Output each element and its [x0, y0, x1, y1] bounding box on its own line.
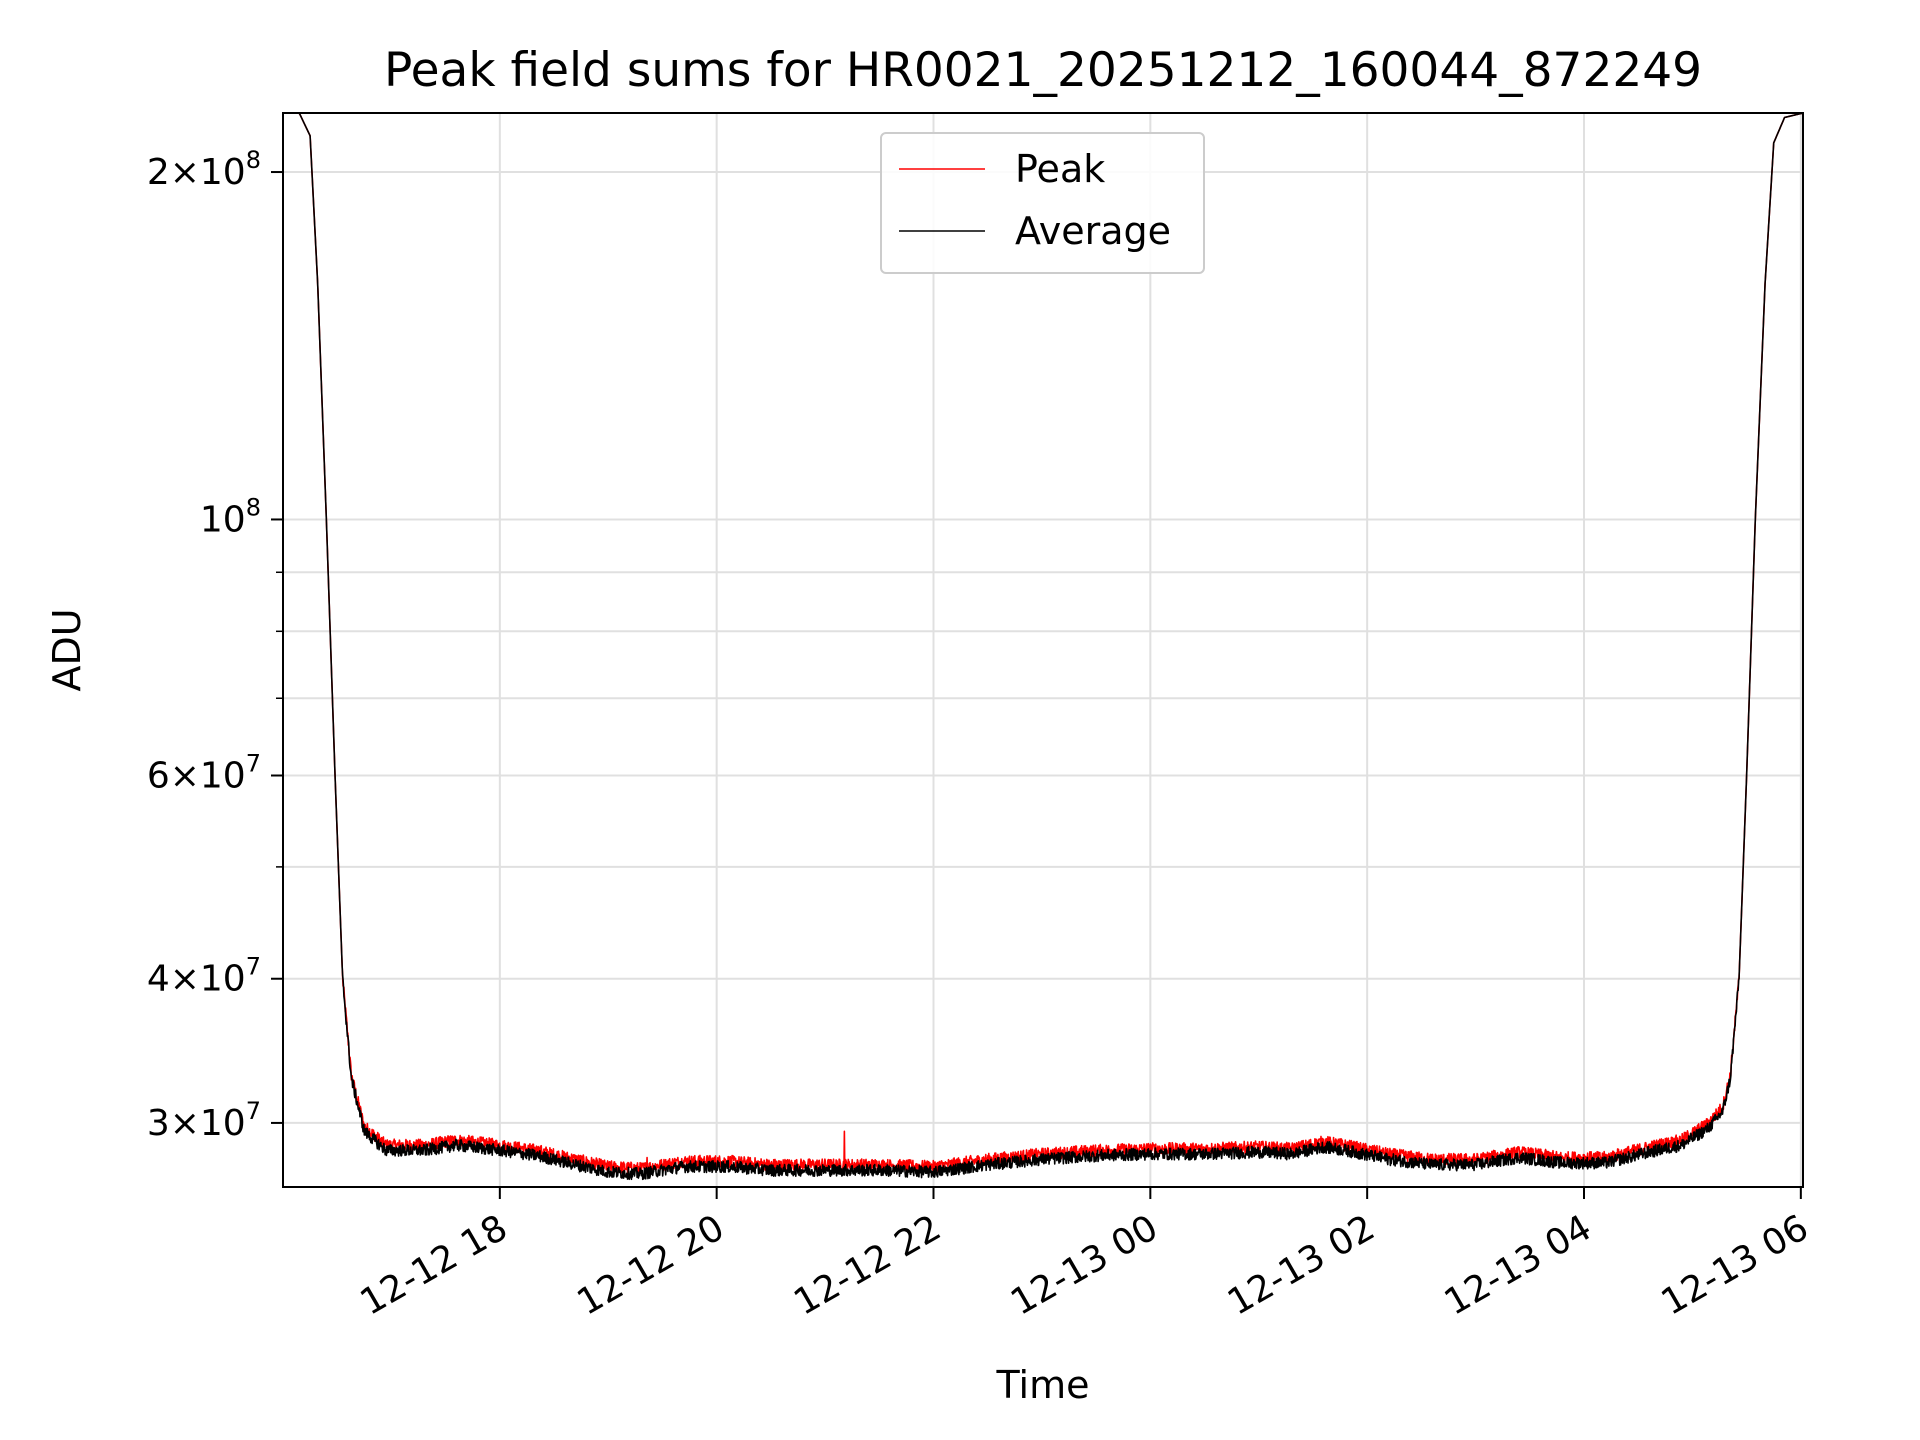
- x-tick-label: 12-13 06: [1655, 1207, 1816, 1323]
- series-line-average: [298, 113, 1803, 1181]
- legend-label-peak: Peak: [1015, 147, 1105, 191]
- grid: [283, 113, 1803, 1187]
- y-axis-label: ADU: [45, 608, 89, 691]
- legend-label-average: Average: [1015, 209, 1171, 253]
- x-axis: 12-12 18 12-12 20 12-12 22 12-13 00 12-13 02…: [354, 1187, 1816, 1324]
- y-axis: 2×108 108 6×107 4×107 3×107: [147, 146, 283, 1144]
- legend: Peak Average: [880, 132, 1205, 274]
- plot-frame: [282, 112, 1804, 1188]
- legend-box: [880, 132, 1205, 274]
- x-tick-label: 12-12 22: [787, 1207, 948, 1323]
- y-tick-label: 108: [200, 493, 261, 540]
- chart-title: Peak field sums for HR0021_20251212_1600…: [384, 43, 1702, 98]
- y-tick-label: 3×107: [147, 1097, 261, 1144]
- x-axis-label: Time: [996, 1363, 1090, 1407]
- x-tick-label: 12-13 00: [1004, 1207, 1165, 1323]
- x-tick-label: 12-13 02: [1221, 1207, 1382, 1323]
- x-tick-label: 12-12 18: [354, 1207, 515, 1323]
- y-tick-label: 6×107: [147, 750, 261, 797]
- x-tick-label: 12-13 04: [1438, 1207, 1599, 1323]
- x-tick-label: 12-12 20: [570, 1207, 731, 1323]
- series-layer: [298, 113, 1803, 1181]
- y-tick-label: 4×107: [147, 953, 261, 1000]
- y-tick-label: 2×108: [147, 146, 261, 193]
